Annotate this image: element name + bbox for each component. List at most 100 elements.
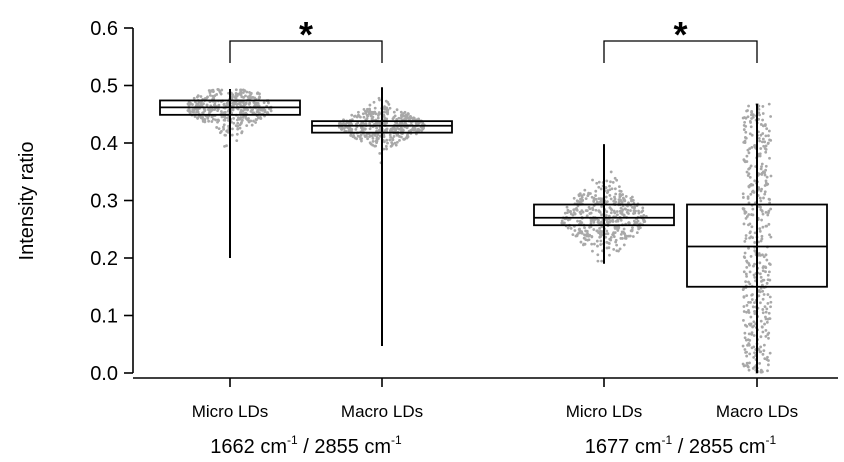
data-point — [764, 134, 768, 138]
data-point — [745, 304, 749, 307]
data-point — [565, 205, 569, 209]
data-point — [742, 286, 746, 290]
data-point — [768, 262, 771, 265]
data-point — [753, 231, 757, 235]
data-point — [395, 140, 399, 144]
data-point — [395, 121, 399, 125]
data-point — [751, 183, 755, 187]
data-point — [641, 206, 645, 210]
data-point — [573, 229, 577, 232]
data-point — [238, 117, 242, 121]
data-point — [608, 193, 612, 197]
data-point — [345, 121, 349, 125]
data-point — [749, 300, 752, 304]
data-point — [767, 209, 771, 213]
data-point — [211, 94, 215, 98]
y-axis: 0.0 0.1 0.2 0.3 0.4 0.5 0.6 — [90, 18, 134, 385]
data-point — [767, 129, 771, 133]
data-point — [587, 192, 590, 196]
data-point — [222, 125, 225, 129]
data-point — [761, 330, 765, 334]
data-point — [751, 293, 754, 296]
data-point — [622, 214, 626, 218]
data-point — [769, 138, 773, 142]
data-point — [591, 249, 594, 253]
data-point — [371, 115, 375, 119]
data-point — [745, 294, 749, 298]
data-point — [566, 226, 570, 230]
data-point — [762, 196, 765, 200]
data-point — [563, 211, 567, 215]
data-point — [249, 109, 253, 113]
data-point — [633, 206, 636, 210]
data-point — [766, 213, 770, 217]
data-point — [206, 116, 210, 120]
data-point — [592, 220, 596, 224]
data-point — [764, 150, 768, 154]
data-point — [201, 111, 205, 115]
data-point — [358, 115, 362, 119]
data-point — [398, 135, 401, 138]
data-point — [768, 351, 772, 355]
data-point — [761, 308, 765, 311]
data-point — [376, 116, 380, 120]
data-point — [761, 105, 765, 108]
data-point — [753, 351, 756, 355]
x-axis: Micro LDs Macro LDs Micro LDs Macro LDs 1662… — [133, 377, 838, 458]
data-point — [637, 209, 640, 213]
data-point — [391, 137, 394, 140]
data-point — [258, 92, 261, 96]
data-point — [364, 122, 368, 126]
data-point — [746, 115, 750, 119]
data-point — [412, 116, 415, 120]
data-point — [759, 167, 763, 171]
data-point — [240, 131, 244, 135]
data-point — [206, 95, 209, 99]
data-point — [594, 189, 598, 193]
data-point — [637, 211, 641, 215]
data-point — [613, 187, 617, 191]
box — [533, 203, 675, 227]
data-point — [591, 218, 595, 222]
data-point — [208, 93, 212, 97]
data-point — [240, 118, 244, 122]
data-point — [583, 188, 587, 192]
data-point — [368, 103, 372, 107]
data-point — [584, 233, 587, 237]
data-point — [350, 113, 354, 117]
data-point — [769, 300, 773, 304]
data-point — [762, 144, 766, 148]
data-point — [765, 320, 769, 324]
data-point — [216, 87, 220, 91]
data-point — [633, 210, 637, 213]
data-point — [566, 208, 570, 212]
data-point — [200, 104, 204, 107]
data-point — [615, 178, 619, 182]
data-point — [760, 370, 764, 374]
data-point — [744, 272, 748, 276]
data-point — [600, 220, 603, 224]
data-point — [761, 297, 765, 301]
data-point — [404, 113, 408, 117]
data-point — [748, 176, 752, 179]
data-point — [765, 175, 769, 179]
data-point — [252, 119, 255, 123]
data-point — [368, 127, 372, 131]
data-point — [744, 237, 748, 240]
data-point — [396, 126, 399, 130]
data-point — [365, 113, 369, 117]
data-point — [752, 320, 756, 324]
data-point — [619, 233, 623, 236]
data-point — [210, 115, 214, 119]
data-point — [612, 199, 616, 203]
data-point — [222, 102, 226, 106]
data-point — [630, 198, 634, 202]
data-point — [589, 211, 593, 215]
data-point — [744, 130, 748, 134]
data-point — [592, 242, 596, 246]
data-point — [765, 224, 769, 228]
data-point — [258, 95, 261, 99]
data-point — [605, 229, 609, 233]
data-point — [761, 118, 764, 122]
data-point — [367, 111, 371, 115]
